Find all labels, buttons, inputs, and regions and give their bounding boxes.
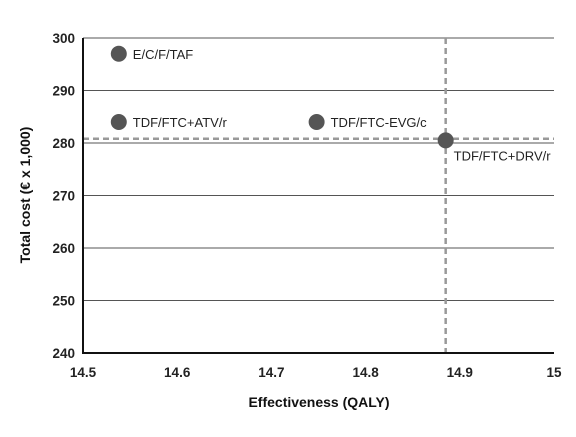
y-tick-label: 290 [52, 84, 75, 99]
data-point-label: TDF/FTC-EVG/c [331, 115, 428, 130]
x-tick-label: 14.7 [258, 365, 284, 380]
point-labels: E/C/F/TAF TDF/FTC+ATV/r TDF/FTC-EVG/c TDF/F… [133, 47, 551, 164]
y-axis-title: Total cost (€ x 1,000) [17, 127, 33, 264]
data-point [110, 45, 127, 62]
y-tick-label: 240 [52, 346, 75, 361]
y-tick-label: 300 [52, 31, 75, 46]
x-tick-label: 14.5 [70, 365, 97, 380]
y-tick-label: 280 [52, 136, 75, 151]
data-point [437, 132, 454, 149]
x-tick-label: 14.6 [164, 365, 191, 380]
x-tick-label: 15 [546, 365, 562, 380]
y-tick-label: 270 [52, 189, 75, 204]
reference-lines [83, 38, 554, 353]
data-points [110, 45, 454, 149]
y-tick-label: 260 [52, 241, 75, 256]
x-tick-labels: 14.5 14.6 14.7 14.8 14.9 15 [70, 365, 562, 380]
grid-lines [83, 37, 554, 301]
data-point [308, 114, 325, 130]
x-axis-title: Effectiveness (QALY) [248, 394, 389, 410]
data-point-label: E/C/F/TAF [133, 47, 193, 62]
axes [82, 38, 554, 354]
y-tick-labels: 240 250 260 270 280 290 300 [52, 31, 75, 361]
y-tick-label: 250 [52, 294, 75, 309]
data-point [110, 114, 127, 130]
data-point-label: TDF/FTC+DRV/r [454, 148, 552, 163]
x-tick-label: 14.8 [352, 365, 379, 380]
x-tick-label: 14.9 [447, 365, 473, 380]
data-point-label: TDF/FTC+ATV/r [133, 115, 228, 130]
